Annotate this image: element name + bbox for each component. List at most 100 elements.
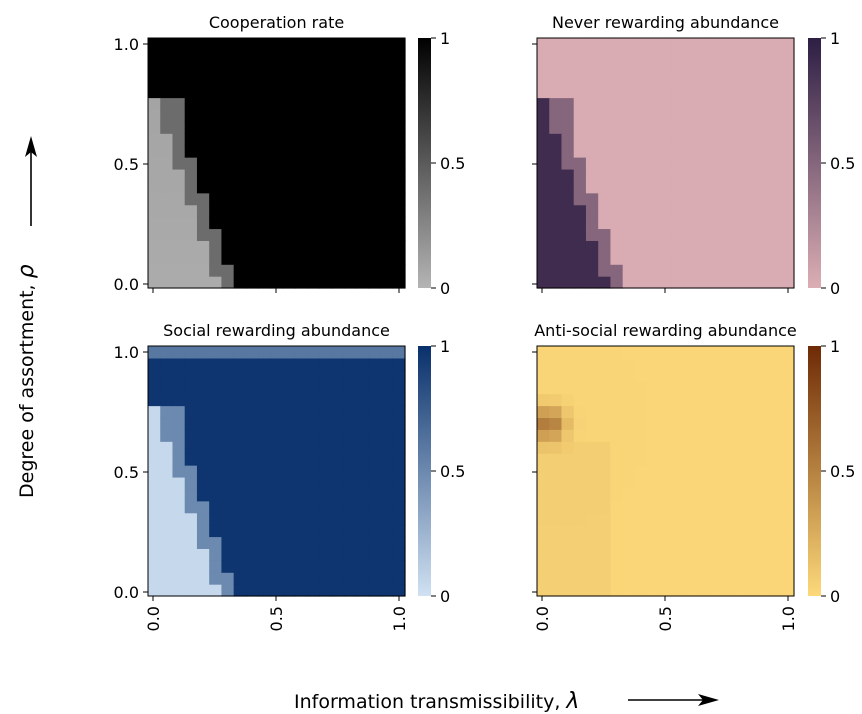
- heatmap-cell: [343, 73, 357, 87]
- heatmap-cell: [769, 357, 783, 371]
- heatmap-cell: [549, 73, 563, 87]
- heatmap-cell: [368, 536, 382, 549]
- heatmap-cell: [781, 476, 795, 490]
- heatmap-cell: [671, 429, 685, 442]
- heatmap-cell: [671, 216, 685, 230]
- heatmap-cell: [196, 465, 210, 478]
- heatmap-cell: [769, 264, 783, 277]
- heatmap-cell: [757, 85, 771, 99]
- heatmap-cell: [380, 228, 394, 241]
- heatmap-cell: [732, 204, 746, 218]
- heatmap-cell: [647, 264, 660, 277]
- heatmap-cell: [561, 453, 575, 466]
- heatmap-cell: [659, 109, 673, 122]
- heatmap-cell: [585, 180, 599, 194]
- heatmap-cell: [769, 252, 783, 265]
- heatmap-cell: [634, 548, 648, 561]
- heatmap-cell: [184, 512, 198, 526]
- heatmap-cell: [537, 38, 550, 51]
- heatmap-cell: [757, 500, 771, 514]
- heatmap-cell: [343, 476, 357, 490]
- heatmap-cell: [184, 276, 198, 289]
- heatmap-cell: [245, 240, 259, 253]
- heatmap-cell: [233, 180, 247, 194]
- heatmap-cell: [537, 168, 550, 182]
- heatmap-cell: [708, 393, 722, 407]
- heatmap-cell: [184, 441, 198, 454]
- heatmap-cell: [233, 536, 247, 549]
- heatmap-cell: [671, 192, 685, 206]
- heatmap-cell: [585, 240, 599, 253]
- heatmap-cell: [537, 240, 550, 253]
- heatmap-cell: [708, 121, 722, 134]
- heatmap-cell: [732, 168, 746, 182]
- heatmap-cell: [561, 228, 575, 241]
- heatmap-cell: [537, 192, 550, 206]
- heatmap-cell: [659, 453, 673, 466]
- heatmap-cell: [549, 204, 563, 218]
- heatmap-cell: [343, 264, 357, 277]
- heatmap-cell: [294, 560, 308, 573]
- heatmap-cell: [331, 500, 345, 514]
- heatmap-cell: [732, 524, 746, 538]
- heatmap-cell: [392, 429, 406, 442]
- heatmap-cell: [610, 157, 624, 170]
- heatmap-cell: [282, 369, 296, 383]
- heatmap-cell: [392, 180, 406, 194]
- heatmap-cell: [160, 369, 174, 383]
- heatmap-cell: [331, 157, 345, 170]
- heatmap-cell: [573, 168, 587, 182]
- heatmap-cell: [356, 133, 369, 146]
- heatmap-cell: [537, 405, 550, 419]
- heatmap-cell: [172, 572, 186, 585]
- heatmap-cell: [380, 204, 394, 218]
- heatmap-cell: [634, 228, 648, 241]
- heatmap-cell: [294, 73, 308, 87]
- heatmap-cell: [659, 133, 673, 146]
- heatmap-cell: [732, 73, 746, 87]
- heatmap-cell: [708, 441, 722, 454]
- heatmap-cell: [196, 264, 210, 277]
- heatmap-cell: [696, 381, 709, 395]
- heatmap-cell: [757, 38, 771, 51]
- heatmap-cell: [368, 584, 382, 597]
- heatmap-cell: [757, 465, 771, 478]
- heatmap-cell: [757, 488, 771, 502]
- heatmap-cell: [331, 572, 345, 585]
- heatmap-cell: [196, 73, 210, 87]
- heatmap-cell: [209, 417, 223, 430]
- heatmap-cell: [307, 85, 320, 99]
- heatmap-cell: [196, 560, 210, 573]
- x-tick-label: 0.5: [267, 606, 286, 631]
- heatmap-cell: [270, 536, 284, 549]
- heatmap-cell: [282, 524, 296, 538]
- heatmap-cell: [732, 97, 746, 111]
- heatmap-cell: [634, 61, 648, 75]
- heatmap-cell: [598, 465, 612, 478]
- heatmap-cell: [610, 61, 624, 75]
- heatmap-cell: [659, 417, 673, 430]
- heatmap-cell: [319, 157, 333, 170]
- heatmap-cell: [585, 168, 599, 182]
- heatmap-cell: [356, 560, 369, 573]
- heatmap-cell: [585, 429, 599, 442]
- heatmap-cell: [196, 180, 210, 194]
- heatmap-cell: [282, 572, 296, 585]
- heatmap-cell: [392, 536, 406, 549]
- heatmap-cell: [708, 488, 722, 502]
- heatmap-cell: [319, 109, 333, 122]
- heatmap-cell: [209, 441, 223, 454]
- heatmap-cell: [196, 357, 210, 371]
- heatmap-cell: [610, 121, 624, 134]
- heatmap-cell: [561, 145, 575, 158]
- heatmap-cell: [368, 264, 382, 277]
- heatmap-cell: [671, 145, 685, 158]
- heatmap-cell: [282, 145, 296, 158]
- heatmap-cell: [757, 133, 771, 146]
- heatmap-cell: [282, 560, 296, 573]
- heatmap-cell: [585, 276, 599, 289]
- heatmap-cell: [647, 584, 660, 597]
- heatmap-cell: [392, 204, 406, 218]
- heatmap-cell: [172, 38, 186, 51]
